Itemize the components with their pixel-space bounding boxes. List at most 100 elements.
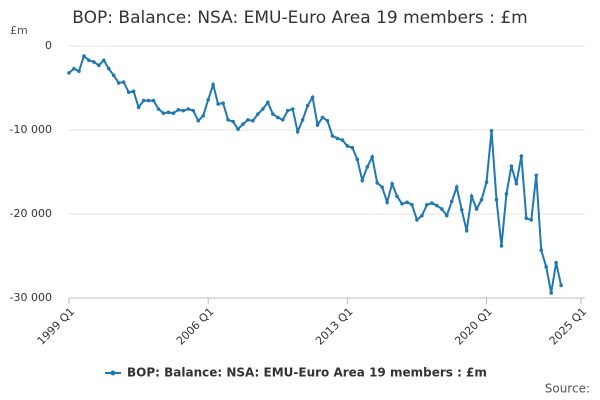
- point: [390, 181, 394, 186]
- legend-marker: [110, 370, 116, 376]
- chart-title: BOP: Balance: NSA: EMU-Euro Area 19 memb…: [72, 8, 527, 28]
- point: [370, 155, 375, 159]
- point: [196, 118, 201, 123]
- point: [395, 194, 399, 199]
- point: [285, 108, 290, 113]
- x-tick-label: 2013 Q1: [313, 305, 356, 348]
- point: [166, 110, 171, 115]
- point: [420, 213, 424, 218]
- point: [489, 129, 494, 133]
- point: [275, 115, 280, 120]
- point: [246, 118, 250, 122]
- point: [469, 194, 474, 199]
- point: [82, 54, 86, 58]
- x-tick-label: 2006 Q1: [174, 305, 217, 348]
- point: [151, 98, 156, 103]
- point: [171, 111, 176, 115]
- point: [116, 81, 121, 85]
- point: [415, 218, 419, 222]
- point: [375, 181, 379, 185]
- point: [271, 112, 275, 116]
- point: [519, 154, 524, 158]
- point: [251, 118, 255, 123]
- x-tick-label: 2025 Q1: [547, 305, 590, 348]
- point: [335, 136, 340, 141]
- point: [261, 107, 265, 111]
- point: [141, 98, 146, 103]
- point: [77, 69, 81, 73]
- source: Source:: [545, 382, 590, 396]
- point: [181, 108, 186, 113]
- point: [67, 71, 71, 75]
- point: [340, 138, 345, 142]
- point: [385, 200, 389, 205]
- point: [360, 178, 365, 183]
- point: [310, 95, 315, 100]
- point: [484, 180, 489, 184]
- point: [72, 66, 76, 71]
- point: [146, 98, 151, 103]
- point: [256, 112, 260, 116]
- point: [345, 144, 350, 148]
- point: [330, 134, 335, 138]
- point: [380, 185, 384, 189]
- y-tick-label: -30 000: [10, 291, 52, 304]
- point: [87, 58, 91, 63]
- point: [290, 107, 295, 111]
- point: [504, 192, 509, 196]
- y-unit: £m: [10, 24, 28, 37]
- point: [509, 164, 514, 168]
- point: [430, 201, 434, 205]
- point: [425, 202, 429, 207]
- point: [400, 202, 404, 206]
- point: [106, 66, 111, 71]
- legend-label: BOP: Balance: NSA: EMU-Euro Area 19 memb…: [127, 366, 487, 380]
- point: [410, 202, 414, 207]
- point: [176, 108, 181, 112]
- point: [494, 197, 499, 202]
- point: [280, 118, 285, 122]
- point: [231, 119, 235, 124]
- point: [320, 115, 325, 120]
- point: [405, 200, 409, 205]
- point: [92, 60, 96, 64]
- point: [539, 248, 544, 252]
- point: [350, 145, 355, 150]
- point: [355, 157, 360, 162]
- point: [514, 181, 519, 186]
- point: [111, 73, 116, 78]
- point: [464, 229, 469, 233]
- point: [305, 103, 310, 108]
- point: [534, 173, 539, 178]
- point: [241, 122, 245, 126]
- point: [97, 63, 101, 68]
- point: [325, 118, 330, 123]
- point: [315, 123, 320, 127]
- point: [266, 100, 270, 105]
- point: [131, 89, 136, 94]
- point: [161, 111, 166, 115]
- point: [444, 213, 449, 218]
- point: [191, 108, 196, 113]
- point: [365, 165, 370, 169]
- point: [136, 105, 141, 110]
- point: [554, 260, 558, 265]
- line: [68, 54, 563, 294]
- point: [295, 129, 300, 134]
- point: [201, 113, 206, 118]
- point: [559, 283, 563, 288]
- point: [236, 127, 240, 131]
- x-tick-label: 1999 Q1: [35, 305, 78, 348]
- point: [226, 118, 230, 122]
- y-tick-label: 0: [45, 39, 52, 52]
- point: [499, 244, 504, 248]
- point: [549, 291, 553, 295]
- point: [156, 107, 161, 111]
- point: [216, 102, 220, 106]
- point: [479, 197, 484, 202]
- point: [206, 97, 210, 102]
- point: [440, 207, 444, 211]
- point: [121, 80, 126, 84]
- x-tick-label: 2020 Q1: [452, 305, 495, 348]
